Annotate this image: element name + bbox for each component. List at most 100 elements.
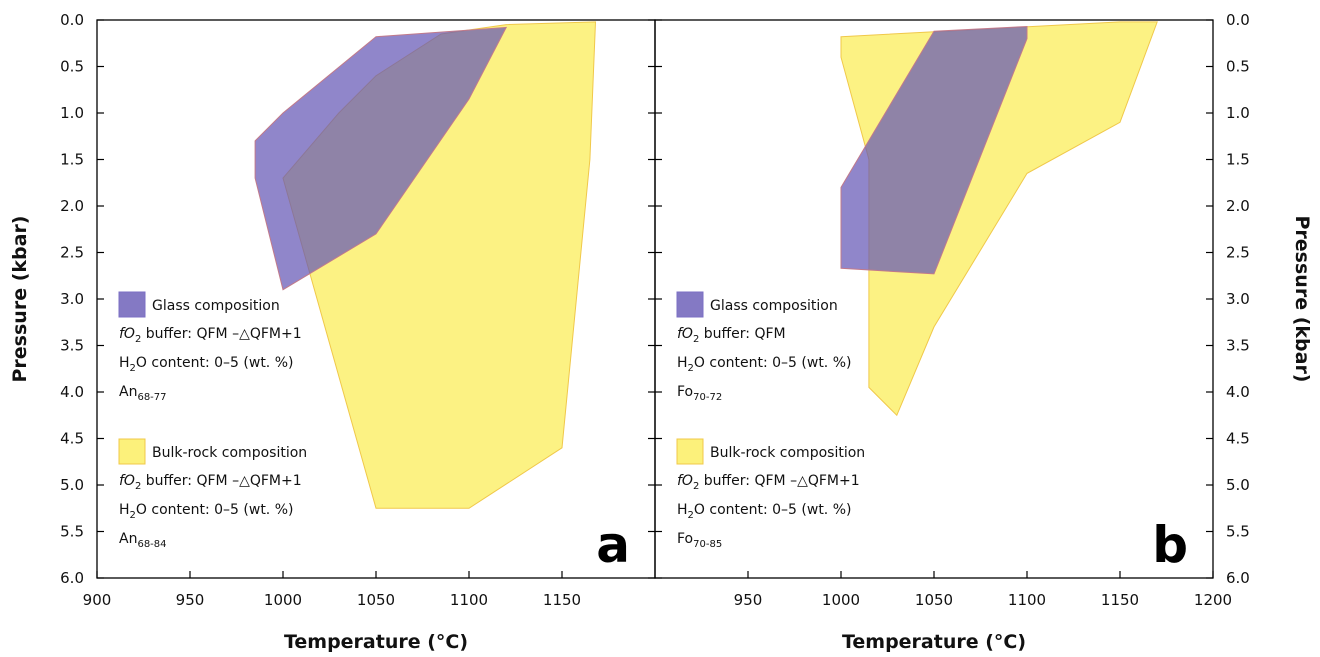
panel-label: b <box>1152 516 1188 574</box>
y-tick-label: 3.0 <box>1226 290 1250 308</box>
y-tick-label: 1.5 <box>1226 151 1250 169</box>
legend-title: Bulk-rock composition <box>152 445 307 461</box>
legend-title: Bulk-rock composition <box>710 445 865 461</box>
legend-fo2-buffer-prefix: fO <box>677 326 693 342</box>
y-tick-label: 2.0 <box>60 197 84 215</box>
y-tick-label: 3.5 <box>60 337 84 355</box>
legend-h2o-content-prefix: H <box>119 355 130 371</box>
legend-h2o-content: H2O content: 0–5 (wt. %) <box>677 355 851 374</box>
legend-h2o-content-value: O content: 0–5 (wt. %) <box>694 502 852 518</box>
y-tick-label: 5.5 <box>60 523 84 541</box>
x-tick-label: 1000 <box>264 591 302 609</box>
x-tick-label: 950 <box>176 591 205 609</box>
y-tick-label: 2.5 <box>60 244 84 262</box>
legend-h2o-content-prefix: H <box>677 355 688 371</box>
y-axis-title: Pressure (kbar) <box>9 216 31 383</box>
panel-b: 950 1000 1050 1100 1150 1200 0.0 0.5 1.0 1.5 2.0 2.… <box>654 11 1313 653</box>
legend-h2o-content-subscript: 2 <box>130 510 136 521</box>
y-tick-label: 3.0 <box>60 290 84 308</box>
y-tick-label: 0.5 <box>60 58 84 76</box>
legend-mineral-range-subscript: 70-85 <box>693 539 722 550</box>
legend-fo2-buffer: fO2 buffer: QFM –△QFM+1 <box>677 473 860 492</box>
y-tick-label: 6.0 <box>1226 569 1250 587</box>
y-tick-label: 4.5 <box>60 430 84 448</box>
y-tick-label: 0.0 <box>1226 11 1250 29</box>
x-tick-label: 1000 <box>822 591 860 609</box>
y-tick-label: 2.0 <box>1226 197 1250 215</box>
x-axis-title: Temperature (°C) <box>842 631 1026 653</box>
series-glass-composition-region <box>840 25 1028 275</box>
panel-label: a <box>596 516 630 574</box>
legend-fo2-buffer-value: buffer: QFM –△QFM+1 <box>699 473 859 489</box>
y-tick-label: 0.0 <box>60 11 84 29</box>
legend-h2o-content-subscript: 2 <box>130 363 136 374</box>
legend-h2o-content-prefix: H <box>677 502 688 518</box>
y-tick-label: 4.0 <box>60 383 84 401</box>
legend-fo2-buffer-value: buffer: QFM –△QFM+1 <box>141 326 301 342</box>
legend-mineral-range-subscript: 70-72 <box>693 392 722 403</box>
x-axis-title: Temperature (°C) <box>284 631 468 653</box>
legend-swatch <box>118 291 146 318</box>
legend-mineral-range-subscript: 68-84 <box>137 539 166 550</box>
legend-fo2-buffer: fO2 buffer: QFM <box>677 326 786 345</box>
legend-fo2-buffer-value: buffer: QFM –△QFM+1 <box>141 473 301 489</box>
x-tick-label: 900 <box>83 591 112 609</box>
legend-fo2-buffer-prefix: fO <box>677 473 693 489</box>
x-tick-label: 1100 <box>450 591 488 609</box>
legend-mineral-range-subscript: 68-77 <box>137 392 166 403</box>
y-tick-label: 0.5 <box>1226 58 1250 76</box>
y-tick-label: 2.5 <box>1226 244 1250 262</box>
legend-fo2-buffer-subscript: 2 <box>693 481 699 492</box>
legend-title: Glass composition <box>152 298 280 314</box>
legend-mineral-range-prefix: An <box>119 531 137 547</box>
legend-swatch <box>676 438 704 465</box>
legend-mineral-range: An68-84 <box>119 531 167 550</box>
y-tick-label: 6.0 <box>60 569 84 587</box>
y-tick-label: 4.0 <box>1226 383 1250 401</box>
y-tick-label: 1.0 <box>60 104 84 122</box>
legend-h2o-content: H2O content: 0–5 (wt. %) <box>119 355 293 374</box>
legend-mineral-range: Fo70-85 <box>677 531 722 550</box>
x-tick-label: 1150 <box>543 591 581 609</box>
legend-h2o-content-value: O content: 0–5 (wt. %) <box>136 502 294 518</box>
legend-fo2-buffer: fO2 buffer: QFM –△QFM+1 <box>119 326 302 345</box>
legend-fo2-buffer-prefix: fO <box>119 473 135 489</box>
y-tick-label: 1.5 <box>60 151 84 169</box>
legend-h2o-content-subscript: 2 <box>688 363 694 374</box>
y-tick-label: 4.5 <box>1226 430 1250 448</box>
x-tick-label: 1050 <box>915 591 953 609</box>
legend-fo2-buffer-value: buffer: QFM <box>699 326 785 342</box>
legend-fo2-buffer-prefix: fO <box>119 326 135 342</box>
legend-title: Glass composition <box>710 298 838 314</box>
y-axis-title: Pressure (kbar) <box>1291 216 1313 383</box>
y-tick-label: 5.5 <box>1226 523 1250 541</box>
series-glass-composition-region <box>254 26 508 291</box>
legend-mineral-range-prefix: An <box>119 384 137 400</box>
legend-mineral-range: Fo70-72 <box>677 384 722 403</box>
legend-h2o-content-value: O content: 0–5 (wt. %) <box>136 355 294 371</box>
legend-h2o-content-value: O content: 0–5 (wt. %) <box>694 355 852 371</box>
legend-fo2-buffer-subscript: 2 <box>693 334 699 345</box>
legend-fo2-buffer-subscript: 2 <box>135 334 141 345</box>
y-tick-label: 1.0 <box>1226 104 1250 122</box>
legend-fo2-buffer-subscript: 2 <box>135 481 141 492</box>
x-tick-label: 1100 <box>1008 591 1046 609</box>
legend-h2o-content-prefix: H <box>119 502 130 518</box>
legend-fo2-buffer: fO2 buffer: QFM –△QFM+1 <box>119 473 302 492</box>
legend-mineral-range-prefix: Fo <box>677 531 693 547</box>
panel-a: 900 950 1000 1050 1100 1150 0.0 0.5 1.0 1.5 2.0 2.5… <box>9 11 656 653</box>
x-tick-label: 1150 <box>1101 591 1139 609</box>
legend-h2o-content-subscript: 2 <box>688 510 694 521</box>
x-tick-label: 950 <box>734 591 763 609</box>
y-tick-label: 3.5 <box>1226 337 1250 355</box>
legend-swatch <box>676 291 704 318</box>
legend-h2o-content: H2O content: 0–5 (wt. %) <box>677 502 851 521</box>
x-tick-label: 1050 <box>357 591 395 609</box>
legend-h2o-content: H2O content: 0–5 (wt. %) <box>119 502 293 521</box>
x-tick-label: 1200 <box>1194 591 1232 609</box>
